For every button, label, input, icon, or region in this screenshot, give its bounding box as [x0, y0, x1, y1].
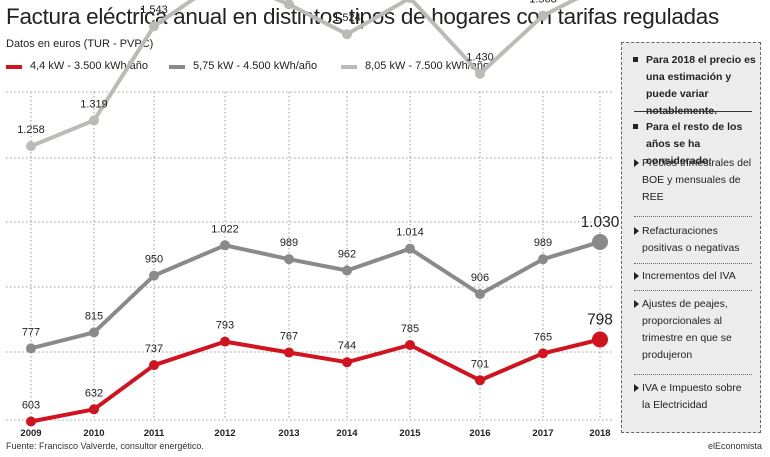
triangle-right-icon: [634, 384, 639, 392]
x-tick-label: 2016: [469, 428, 490, 439]
x-tick-label: 2018: [589, 428, 610, 439]
item-divider: [634, 216, 752, 217]
data-label: 777: [22, 326, 40, 338]
data-point: [538, 254, 548, 265]
data-label: 701: [471, 358, 489, 370]
data-point: [475, 375, 485, 386]
data-point: [538, 348, 548, 359]
data-label: 744: [338, 340, 356, 352]
legend-label-low: 4,4 kW - 3.500 kWh/año: [30, 60, 148, 72]
consideration-item: Ajustes de peajes, proporcionales al tri…: [634, 296, 752, 364]
data-point: [26, 343, 36, 354]
consideration-item: Precios trimestrales del BOE y mensuales…: [634, 155, 752, 206]
note-rest: Para el resto de los años se ha consider…: [633, 119, 758, 170]
consideration-item: Incrementos del IVA: [634, 268, 752, 285]
data-label: 632: [85, 387, 103, 399]
data-label: 793: [216, 320, 234, 332]
x-tick-label: 2009: [20, 428, 41, 439]
data-point: [342, 29, 352, 40]
data-label: 765: [534, 331, 552, 343]
triangle-right-icon: [634, 227, 639, 235]
legend-label-high: 8,05 kW - 7.500 kWh/año: [365, 60, 490, 72]
data-point: [89, 404, 99, 415]
data-point: [26, 141, 36, 152]
data-point: [342, 265, 352, 276]
legend-swatch-mid: [169, 65, 185, 69]
data-label: 815: [85, 310, 103, 322]
data-point: [405, 339, 415, 350]
data-label: 1.319: [80, 98, 108, 110]
data-point: [89, 327, 99, 338]
series-line: [29, 337, 602, 424]
data-label: 906: [471, 272, 489, 284]
data-point: [475, 68, 485, 79]
data-point: [284, 0, 294, 10]
x-tick-label: 2013: [278, 428, 299, 439]
x-tick-label: 2015: [399, 428, 421, 439]
brand-logo: elEconomista: [707, 441, 762, 451]
data-label: 737: [145, 343, 163, 355]
data-label: 1.030: [581, 214, 620, 231]
x-tick-label: 2012: [214, 428, 235, 439]
data-label: 989: [280, 237, 298, 249]
item-divider: [634, 290, 752, 291]
note-2018: Para 2018 el precio es una estimación y …: [633, 52, 758, 120]
side-panel: Para 2018 el precio es una estimación y …: [621, 42, 761, 433]
data-point: [342, 357, 352, 368]
triangle-right-icon: [634, 300, 639, 308]
data-point: [220, 336, 230, 347]
data-point: [149, 21, 159, 32]
x-tick-label: 2014: [336, 428, 358, 439]
data-label: 962: [338, 249, 356, 261]
data-label: 798: [587, 312, 613, 329]
data-label: 1.022: [211, 223, 239, 235]
note-bullet-icon: [633, 57, 638, 62]
data-label: 1.524: [333, 12, 361, 24]
data-label: 950: [145, 254, 163, 266]
data-label: 1.430: [466, 52, 494, 64]
legend-swatch-low: [6, 65, 22, 69]
item-divider: [634, 263, 752, 264]
note-bullet-icon: [633, 124, 638, 129]
data-point: [284, 254, 294, 265]
data-label: 603: [22, 400, 40, 412]
legend-swatch-high: [341, 65, 357, 69]
legend-label-mid: 5,75 kW - 4.500 kWh/año: [193, 60, 318, 72]
data-label: 1.258: [17, 124, 45, 136]
series-line: [29, 0, 579, 149]
data-point: [220, 240, 230, 251]
data-point: [149, 270, 159, 281]
line-chart: 2009 2010 2011 2012 2013 2014 2015 2016 2017 2018…: [6, 0, 620, 439]
chart-subtitle: Datos en euros (TUR - PVPC): [6, 38, 154, 50]
data-label: 1.014: [396, 227, 424, 239]
data-point: [26, 416, 36, 427]
data-point: [538, 10, 548, 21]
data-point: [592, 331, 608, 348]
triangle-right-icon: [634, 272, 639, 280]
data-point: [405, 243, 415, 254]
data-label: 1.543: [140, 4, 168, 16]
data-point: [475, 289, 485, 300]
source-note: Fuente: Francisco Valverde, consultor en…: [6, 441, 204, 451]
data-label: 785: [401, 323, 419, 335]
consideration-item: Refacturaciones positivas o negativas: [634, 223, 752, 257]
consideration-item: IVA e Impuesto sobre la Electricidad: [634, 380, 752, 414]
series-line: [29, 239, 602, 351]
data-label: 1.568: [529, 0, 557, 6]
x-tick-label: 2010: [83, 428, 104, 439]
x-tick-label: 2011: [144, 428, 165, 439]
x-tick-label: 2017: [532, 428, 553, 439]
item-divider: [634, 374, 752, 375]
data-label: 767: [280, 331, 298, 343]
data-point: [89, 115, 99, 126]
data-point: [405, 0, 415, 4]
data-label: 989: [534, 237, 552, 249]
data-point: [592, 233, 608, 250]
data-point: [149, 360, 159, 371]
triangle-right-icon: [634, 159, 639, 167]
data-point: [284, 347, 294, 358]
panel-separator: [634, 111, 752, 112]
